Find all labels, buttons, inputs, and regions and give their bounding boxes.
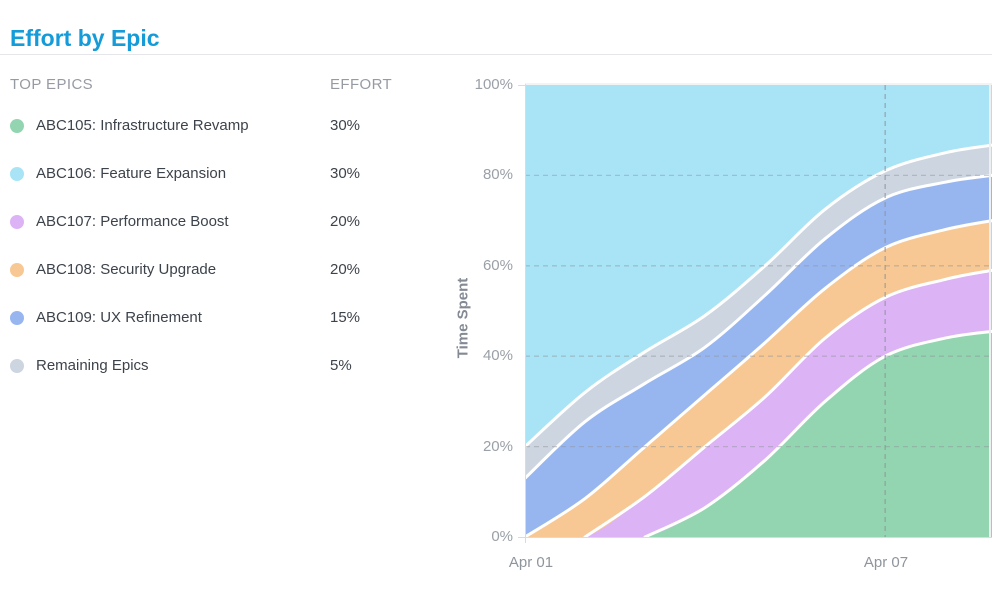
legend-row-abc106: ABC106: Feature Expansion 30% (10, 150, 470, 198)
y-axis-tick-label: 80% (482, 166, 513, 183)
epic-label: ABC107: Performance Boost (36, 213, 229, 230)
legend-header-effort: EFFORT (330, 76, 393, 93)
legend-row-remaining: Remaining Epics 5% (10, 342, 470, 390)
band-separator (523, 219, 992, 539)
epic-legend: TOP EPICS EFFORT ABC105: Infrastructure … (10, 76, 470, 374)
legend-headers: TOP EPICS EFFORT (10, 76, 470, 94)
page-title: Effort by Epic (10, 25, 160, 52)
legend-row-abc107: ABC107: Performance Boost 20% (10, 198, 470, 246)
legend-row-abc105: ABC105: Infrastructure Revamp 30% (10, 102, 470, 150)
legend-rows: ABC105: Infrastructure Revamp 30% ABC106… (10, 102, 470, 390)
epic-label: ABC106: Feature Expansion (36, 165, 227, 182)
y-axis-tick-label: 0% (491, 528, 513, 545)
x-axis-tick-label: Apr 07 (863, 554, 909, 571)
legend-header-top-epics: TOP EPICS (10, 76, 94, 93)
y-axis-tick-label: 100% (474, 76, 513, 93)
epic-color-dot (10, 263, 24, 277)
epic-effort-value: 30% (330, 165, 361, 182)
epic-color-dot (10, 215, 24, 229)
y-axis-tick-label: 40% (482, 347, 513, 364)
band-ABC105: Infrastructure Revamp (525, 331, 992, 537)
y-axis-tick-label: 20% (482, 438, 513, 455)
band-separator (583, 268, 992, 539)
band-separator (523, 143, 992, 449)
legend-row-abc108: ABC108: Security Upgrade 20% (10, 246, 470, 294)
epic-effort-value: 5% (330, 357, 352, 374)
epic-effort-value: 20% (330, 213, 361, 230)
band-separator (523, 173, 992, 480)
epic-effort-value: 15% (330, 309, 361, 326)
epic-effort-value: 20% (330, 261, 361, 278)
band-separator (643, 329, 992, 539)
epic-effort-value: 30% (330, 117, 361, 134)
epic-color-dot (10, 311, 24, 325)
epic-label: ABC108: Security Upgrade (36, 261, 217, 278)
epic-label: Remaining Epics (36, 357, 149, 374)
epic-color-dot (10, 359, 24, 373)
epic-color-dot (10, 119, 24, 133)
epic-label: ABC109: UX Refinement (36, 309, 202, 326)
legend-row-abc109: ABC109: UX Refinement 15% (10, 294, 470, 342)
header-divider (0, 54, 992, 55)
epic-color-dot (10, 167, 24, 181)
x-axis-tick-label: Apr 01 (508, 554, 554, 571)
epic-label: ABC105: Infrastructure Revamp (36, 117, 249, 134)
y-axis-tick-label: 60% (482, 257, 513, 274)
